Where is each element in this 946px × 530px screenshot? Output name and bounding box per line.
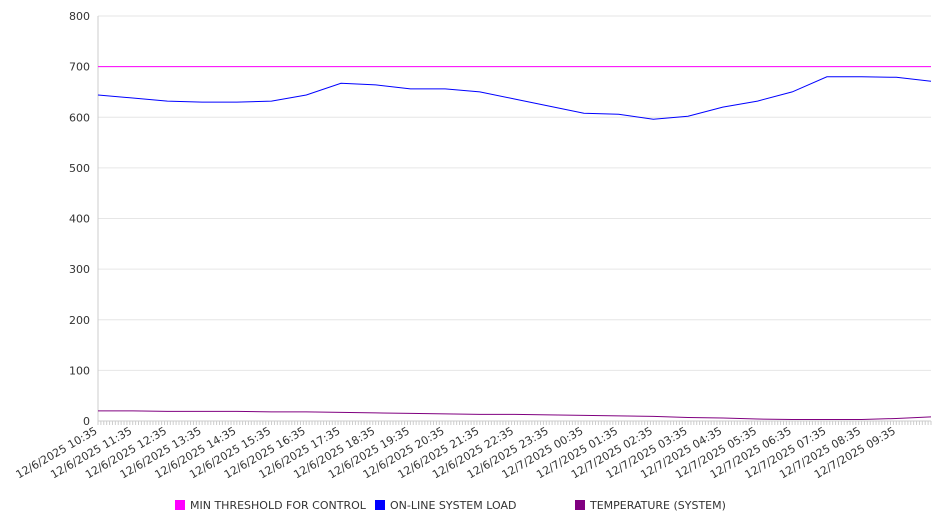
- y-tick-label: 0: [83, 415, 90, 428]
- legend-swatch: [175, 500, 185, 510]
- y-tick-label: 300: [69, 263, 90, 276]
- y-tick-label: 500: [69, 162, 90, 175]
- legend-swatch: [575, 500, 585, 510]
- legend-swatch: [375, 500, 385, 510]
- legend-label: TEMPERATURE (SYSTEM): [589, 499, 726, 512]
- legend-label: MIN THRESHOLD FOR CONTROL: [190, 499, 367, 512]
- y-tick-label: 400: [69, 213, 90, 226]
- legend: MIN THRESHOLD FOR CONTROL ON-LINE SYSTEM …: [175, 499, 726, 512]
- series-lines: [97, 66, 932, 420]
- legend-label: ON-LINE SYSTEM LOAD: [390, 499, 516, 512]
- y-tick-label: 200: [69, 314, 90, 327]
- y-tick-label: 600: [69, 111, 90, 124]
- grid: [98, 15, 931, 371]
- y-axis: 0 100 200 300 400 500 600 700 800: [69, 10, 99, 428]
- series-line-2: [98, 410, 932, 420]
- y-tick-label: 800: [69, 10, 90, 23]
- series-line-1: [97, 76, 932, 120]
- y-tick-label: 700: [69, 61, 90, 74]
- y-tick-label: 100: [69, 364, 90, 377]
